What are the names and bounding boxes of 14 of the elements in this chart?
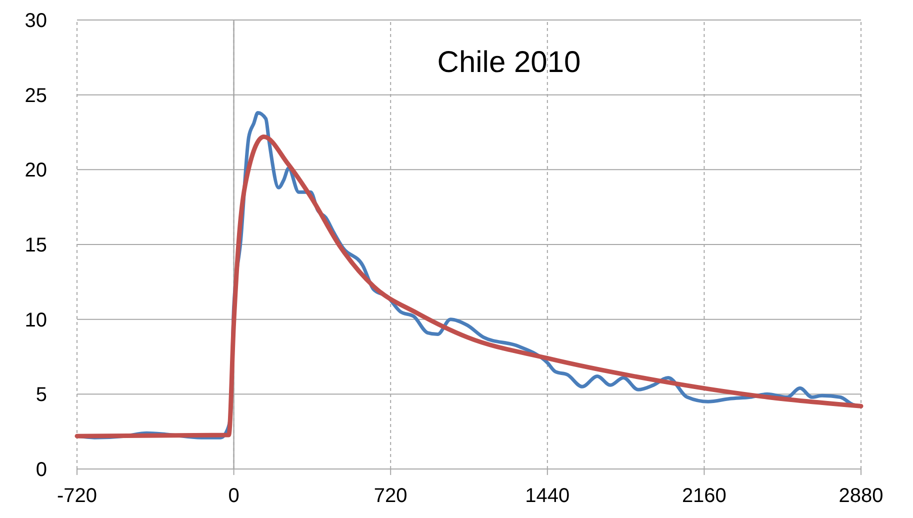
y-tick-label: 30 xyxy=(24,10,47,32)
x-tick-label: 720 xyxy=(374,485,408,507)
x-tick-label: -720 xyxy=(56,485,98,507)
x-tick-label: 1440 xyxy=(525,485,570,507)
x-tick-label: 0 xyxy=(228,485,240,507)
y-tick-label: 15 xyxy=(24,234,47,256)
x-tick-label: 2880 xyxy=(838,485,884,507)
y-tick-label: 10 xyxy=(24,309,47,332)
y-tick-label: 20 xyxy=(24,160,47,182)
x-tick-label: 2160 xyxy=(682,485,726,507)
text: Chile 2010 xyxy=(437,46,581,79)
y-tick-label: 5 xyxy=(36,384,47,406)
y-tick-label: 0 xyxy=(36,459,47,481)
y-tick-label: 25 xyxy=(24,84,47,107)
